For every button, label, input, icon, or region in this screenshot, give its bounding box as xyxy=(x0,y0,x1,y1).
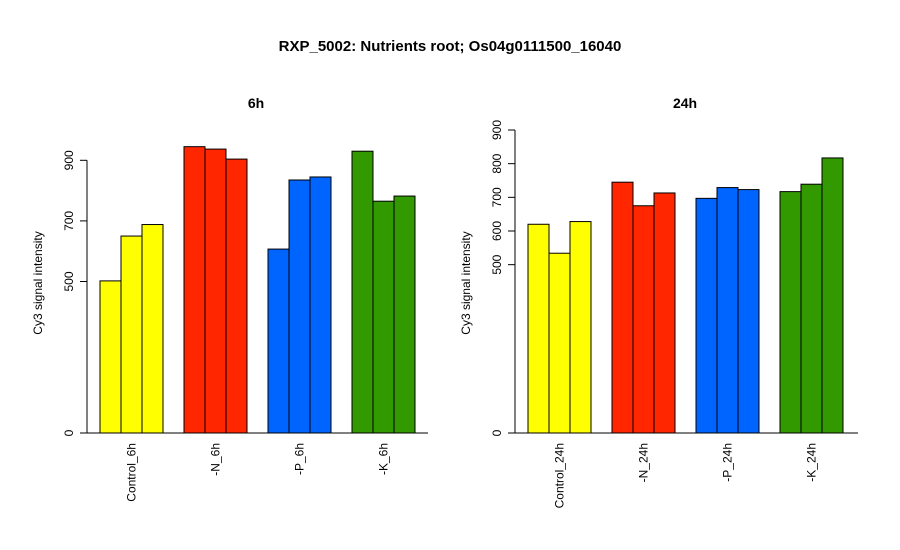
bar-Control_6h-1 xyxy=(99,280,122,434)
y-tick-label-2: 500 xyxy=(490,254,504,274)
bar--K_6h-1 xyxy=(351,150,374,434)
x-tick-label-Control_6h: Control_6h xyxy=(125,443,139,502)
x-tick-label--P_6h: -P_6h xyxy=(293,443,307,475)
x-tick-label--N_6h: -N_6h xyxy=(209,443,223,476)
bar--K_24h-3 xyxy=(821,157,844,434)
y-tick-label-2: 800 xyxy=(490,153,504,173)
bar-Control_24h-3 xyxy=(569,221,592,434)
bar--N_6h-1 xyxy=(183,146,206,434)
bar-Control_6h-3 xyxy=(141,224,164,434)
y-tick-label-2: 900 xyxy=(490,120,504,140)
bar--N_6h-2 xyxy=(204,148,227,434)
bar--P_24h-1 xyxy=(695,197,718,434)
bar--N_24h-2 xyxy=(632,205,655,434)
bar--P_6h-1 xyxy=(267,248,290,434)
bar-Control_24h-1 xyxy=(527,223,550,434)
bar--K_24h-1 xyxy=(779,191,802,434)
x-tick-label--K_24h: -K_24h xyxy=(805,443,819,482)
bar--P_6h-2 xyxy=(288,179,311,434)
y-tick-label-1: 700 xyxy=(62,211,76,231)
y-axis-label-2: Cy3 signal intensity xyxy=(459,231,473,334)
x-tick-label--N_24h: -N_24h xyxy=(637,443,651,482)
bar-Control_24h-2 xyxy=(548,252,571,434)
panel-title-2: 24h xyxy=(673,95,697,111)
y-axis-label-1: Cy3 signal intensity xyxy=(31,231,45,334)
y-tick-label-1: 500 xyxy=(62,271,76,291)
x-tick-label--P_24h: -P_24h xyxy=(721,443,735,482)
bar--P_24h-3 xyxy=(737,189,760,434)
bar--N_24h-3 xyxy=(653,192,676,434)
chart-main-title: RXP_5002: Nutrients root; Os04g0111500_1… xyxy=(278,38,622,55)
x-tick-label--K_6h: -K_6h xyxy=(377,443,391,475)
bar-Control_6h-2 xyxy=(120,235,143,434)
bar--K_6h-3 xyxy=(393,195,416,434)
y-tick-label-1: 900 xyxy=(62,150,76,170)
bar--P_24h-2 xyxy=(716,187,739,434)
y-tick-label-2: 700 xyxy=(490,187,504,207)
bar--N_6h-3 xyxy=(225,158,248,434)
panel-title-1: 6h xyxy=(248,95,264,111)
y-tick-label-2: 600 xyxy=(490,221,504,241)
y-tick-label-1: 0 xyxy=(62,429,76,436)
x-tick-label-Control_24h: Control_24h xyxy=(553,443,567,508)
bar--K_24h-2 xyxy=(800,183,823,434)
y-tick-label-2: 0 xyxy=(490,429,504,436)
bar--N_24h-1 xyxy=(611,181,634,434)
bar--P_6h-3 xyxy=(309,176,332,434)
bar--K_6h-2 xyxy=(372,200,395,434)
